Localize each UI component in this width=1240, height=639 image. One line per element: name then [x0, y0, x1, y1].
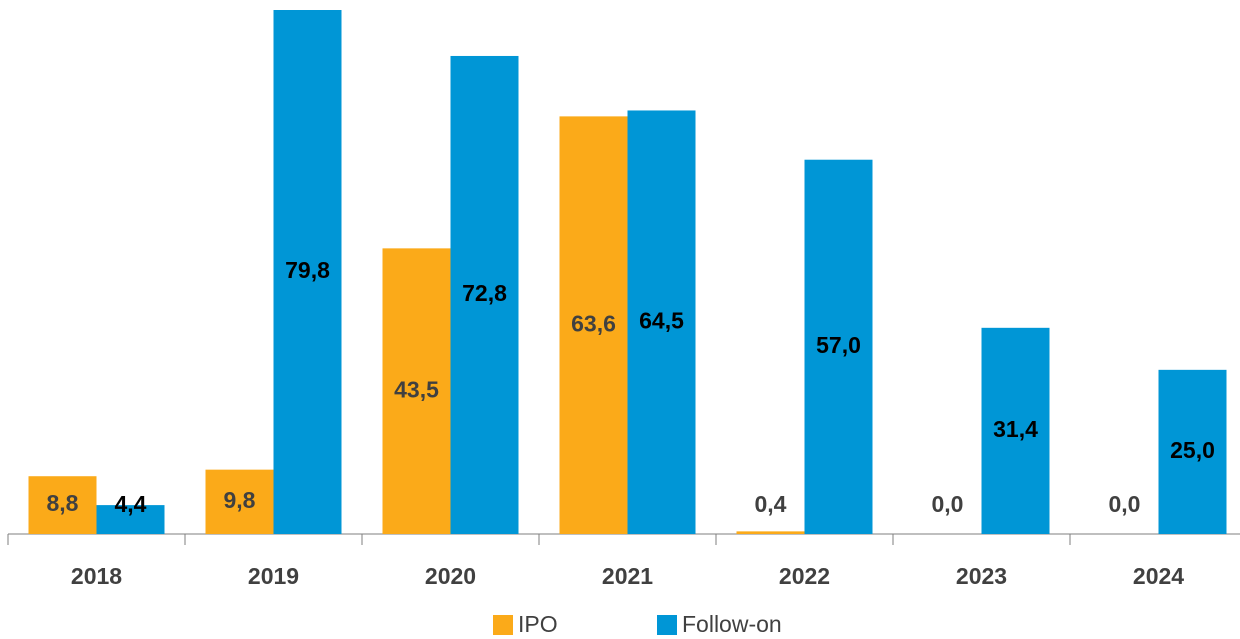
data-label: 72,8: [462, 280, 507, 306]
data-label: 0,0: [932, 491, 964, 517]
bar: [981, 327, 1050, 534]
x-tick-label: 2018: [71, 563, 122, 589]
legend-label: IPO: [518, 611, 558, 637]
x-tick-label: 2019: [248, 563, 299, 589]
x-tick-label: 2020: [425, 563, 476, 589]
legend-swatch: [657, 615, 677, 635]
data-label: 79,8: [285, 257, 330, 283]
bar: [96, 505, 165, 534]
bar: [205, 469, 274, 534]
data-label: 31,4: [993, 416, 1038, 442]
data-label: 0,4: [755, 491, 787, 517]
data-label: 64,5: [639, 307, 684, 333]
x-tick-label: 2023: [956, 563, 1007, 589]
data-label: 0,0: [1109, 491, 1141, 517]
bar: [627, 110, 696, 535]
data-label: 25,0: [1170, 437, 1215, 463]
bar: [382, 248, 451, 534]
data-label: 4,4: [115, 491, 147, 517]
x-tick-label: 2022: [779, 563, 830, 589]
data-label: 63,6: [571, 310, 616, 336]
data-label: 8,8: [47, 490, 79, 516]
legend-swatch: [493, 615, 513, 635]
x-tick-label: 2021: [602, 563, 653, 589]
bar: [1158, 369, 1227, 534]
bar: [559, 116, 628, 534]
legend-label: Follow-on: [682, 611, 782, 637]
bar: [28, 476, 97, 534]
data-label: 57,0: [816, 332, 861, 358]
bar: [273, 10, 342, 534]
bar: [804, 159, 873, 534]
bar: [736, 531, 805, 534]
data-label: 43,5: [394, 376, 439, 402]
data-label: 9,8: [224, 487, 256, 513]
bar: [450, 55, 519, 535]
x-tick-label: 2024: [1133, 563, 1184, 589]
